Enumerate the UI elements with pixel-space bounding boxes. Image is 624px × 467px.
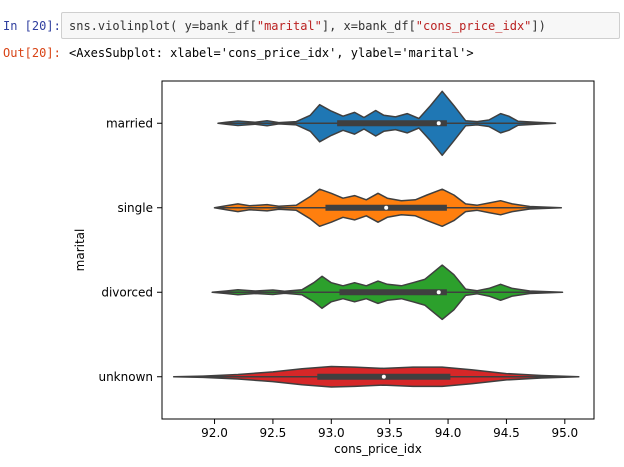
violin-plot: married single divorced unknown 92.0 92.5 93.0…: [73, 80, 595, 456]
x-tick-label: 93.0: [318, 426, 345, 440]
y-tick-label-divorced: divorced: [101, 285, 153, 299]
output-text: <AxesSubplot: xlabel='cons_price_idx', y…: [69, 46, 474, 60]
x-tick-label: 93.5: [376, 426, 403, 440]
code-string: "marital": [256, 19, 322, 33]
x-tick-label: 94.0: [435, 426, 462, 440]
code-line[interactable]: sns.violinplot( y=bank_df["marital"], x=…: [69, 19, 546, 33]
y-axis-label: marital: [73, 229, 87, 272]
code-string: "cons_price_idx": [415, 19, 532, 33]
median-unknown: [381, 374, 386, 379]
x-tick-label: 92.5: [260, 426, 287, 440]
input-prompt: In [20]:: [3, 19, 61, 33]
x-axis-label: cons_price_idx: [334, 442, 422, 456]
y-tick-label-married: married: [106, 116, 153, 130]
median-married: [436, 121, 441, 126]
x-tick-label: 95.0: [551, 426, 578, 440]
x-tick-label: 92.0: [201, 426, 228, 440]
box-divorced: [339, 289, 447, 296]
box-married: [337, 120, 447, 127]
code-part: ], x=bank_df[: [321, 19, 416, 33]
plot-frame: [161, 80, 595, 420]
code-part: ]): [531, 19, 546, 33]
y-tick-label-unknown: unknown: [98, 370, 153, 384]
output-prompt: Out[20]:: [3, 46, 61, 60]
median-single: [384, 205, 389, 210]
x-tick-label: 94.5: [493, 426, 520, 440]
code-input-area[interactable]: sns.violinplot( y=bank_df["marital"], x=…: [61, 12, 620, 39]
code-part: sns.violinplot( y=bank_df[: [69, 19, 257, 33]
median-divorced: [436, 290, 441, 295]
y-tick-label-single: single: [117, 201, 153, 215]
